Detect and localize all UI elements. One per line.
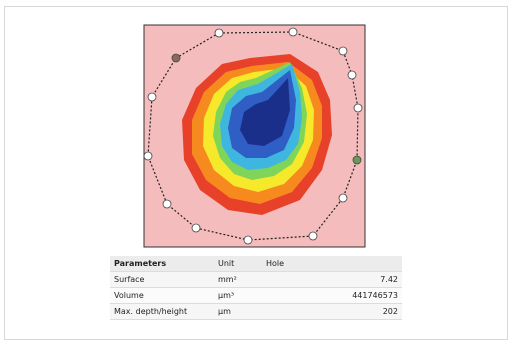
- header-cell: Hole: [262, 256, 402, 272]
- header-cell: Unit: [214, 256, 262, 272]
- param-value: 441746573: [262, 287, 402, 304]
- param-name: Surface: [110, 271, 214, 288]
- handle[interactable]: [347, 70, 357, 80]
- selection-outline: [147, 31, 359, 241]
- param-name: Max. depth/height: [110, 303, 214, 320]
- handle[interactable]: [143, 151, 153, 161]
- handle[interactable]: [147, 92, 157, 102]
- param-unit: µm³: [214, 287, 262, 304]
- handle[interactable]: [308, 231, 318, 241]
- handle[interactable]: [288, 27, 298, 37]
- param-value: 202: [262, 303, 402, 320]
- handle[interactable]: [162, 199, 172, 209]
- handle[interactable]: [243, 235, 253, 245]
- param-unit: µm: [214, 303, 262, 320]
- handle[interactable]: [214, 28, 224, 38]
- depth-blob: [182, 54, 332, 215]
- param-value: 7.42: [262, 271, 402, 288]
- handle[interactable]: [171, 53, 181, 63]
- header-cell: Parameters: [110, 256, 214, 272]
- handle[interactable]: [191, 223, 201, 233]
- handle[interactable]: [338, 193, 348, 203]
- handle[interactable]: [338, 46, 348, 56]
- handle[interactable]: [352, 155, 362, 165]
- param-name: Volume: [110, 287, 214, 304]
- handle[interactable]: [353, 103, 363, 113]
- param-unit: mm²: [214, 271, 262, 288]
- parameters-table: Parameters Unit Hole Surface mm² 7.42 Vo…: [110, 256, 402, 320]
